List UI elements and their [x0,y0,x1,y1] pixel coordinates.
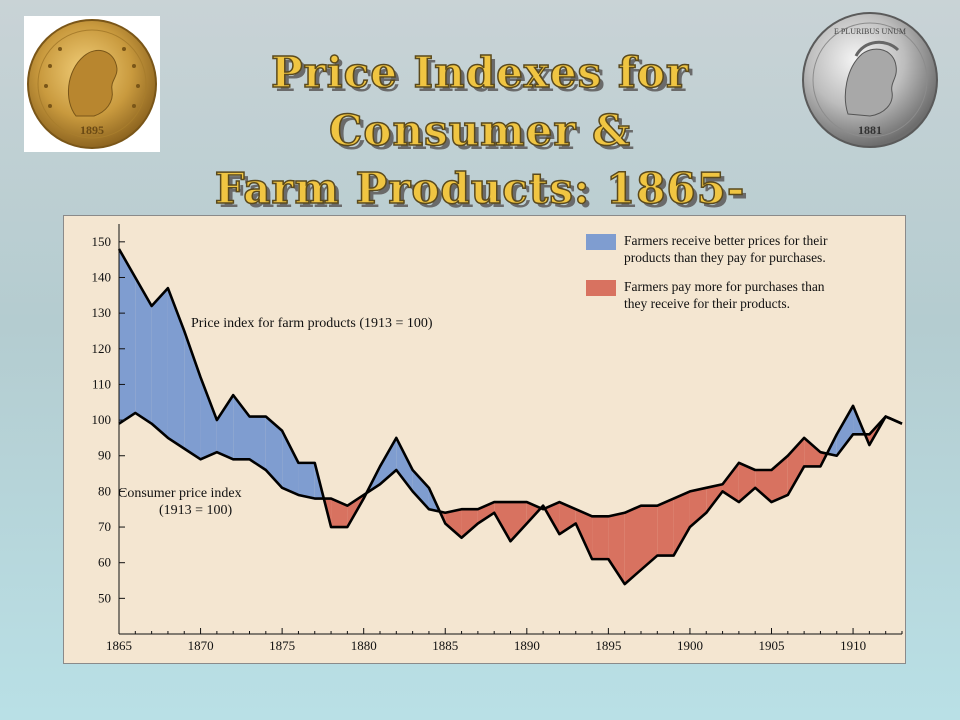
area-farmers-gain [265,416,283,488]
area-farmers-gain [249,416,266,470]
silver-coin-motto: E PLURIBUS UNUM [834,27,906,36]
legend-item-2-line-2: they receive for their products. [624,296,790,311]
x-tick-label: 1910 [840,638,866,653]
area-farmers-lose [494,502,511,542]
y-tick-label: 60 [98,555,111,570]
y-tick-label: 110 [92,376,111,391]
consumer-price-line [118,411,903,518]
area-farmers-gain [836,405,854,456]
area-farmers-gain [216,395,234,460]
x-tick-label: 1895 [595,638,621,653]
y-tick-label: 130 [92,305,112,320]
title-line-1: Price Indexes for Consumer & [270,47,690,156]
area-farmers-gain [135,277,152,424]
area-farmers-lose [445,509,462,538]
shaded-areas [119,248,902,585]
x-tick-label: 1865 [106,638,132,653]
area-farmers-lose [510,502,527,542]
area-farmers-lose [575,509,593,560]
x-tick-label: 1885 [432,638,458,653]
legend-item-1-line-1: Farmers receive better prices for their [624,233,828,248]
y-tick-label: 50 [98,590,111,605]
x-tick-label: 1890 [514,638,540,653]
cpi-series-label-2: (1913 = 100) [159,503,233,518]
legend-item-1-line-2: products than they pay for purchases. [624,250,826,265]
y-tick-label: 80 [98,483,111,498]
area-farmers-lose [641,505,658,570]
area-farmers-lose [608,512,625,585]
cpi-series-label-1: Consumer price index [118,486,242,501]
area-farmers-gain [151,288,168,438]
legend-swatch-better-prices [586,234,616,250]
silver-coin-year: 1881 [858,123,882,137]
area-farmers-lose [657,498,674,556]
area-farmers-gain [184,330,201,460]
gold-coin-icon: 1895 [27,19,157,149]
area-farmers-lose [624,505,641,585]
area-farmers-lose [738,462,756,503]
legend-item-2-line-1: Farmers pay more for purchases than [624,279,825,294]
legend-swatch-pay-more [586,280,616,296]
price-index-chart: 50 60 70 80 90 100 110 120 130 140 150 1865 1870 1875… [92,224,903,653]
area-farmers-gain [200,377,217,460]
tick-labels: 50 60 70 80 90 100 110 120 130 140 150 1865 1870 1875… [92,234,903,653]
area-farmers-lose [461,509,478,538]
y-tick-label: 140 [92,269,112,284]
y-tick-label: 120 [92,341,112,356]
x-tick-label: 1905 [759,638,785,653]
farm-series-label: Price index for farm products (1913 = 10… [191,316,433,331]
area-farmers-lose [689,487,707,528]
area-farmers-lose [755,470,772,503]
silver-coin-icon: E PLURIBUS UNUM 1881 [802,12,938,148]
area-farmers-gain [412,470,429,510]
gold-coin-image: 1895 [24,16,160,152]
legend: Farmers receive better prices for their … [586,233,828,311]
y-tick-label: 150 [92,234,112,249]
farm-products-line [117,248,903,586]
area-farmers-lose [331,498,348,528]
area-farmers-lose [804,437,821,467]
x-tick-label: 1870 [188,638,214,653]
x-tick-label: 1880 [351,638,377,653]
series-lines [117,248,903,586]
area-farmers-gain [298,462,315,499]
y-tick-label: 90 [98,448,111,463]
area-farmers-lose [673,491,690,556]
x-tick-label: 1900 [677,638,703,653]
silver-coin-image: E PLURIBUS UNUM 1881 [800,10,940,150]
area-farmers-gain [167,288,185,449]
area-farmers-gain [282,430,299,495]
y-tick-label: 70 [98,519,111,534]
gold-coin-year: 1895 [80,123,104,137]
area-farmers-gain [233,395,250,460]
x-tick-label: 1875 [269,638,295,653]
area-farmers-lose [722,462,739,503]
chart-panel: 50 60 70 80 90 100 110 120 130 140 150 1865 1870 1875… [63,215,906,664]
area-farmers-lose [592,516,609,560]
y-tick-label: 100 [92,412,112,427]
area-farmers-gain [396,437,413,492]
slide-title: Price Indexes for Consumer & Farm Produc… [170,44,790,276]
area-farmers-gain [119,248,136,424]
